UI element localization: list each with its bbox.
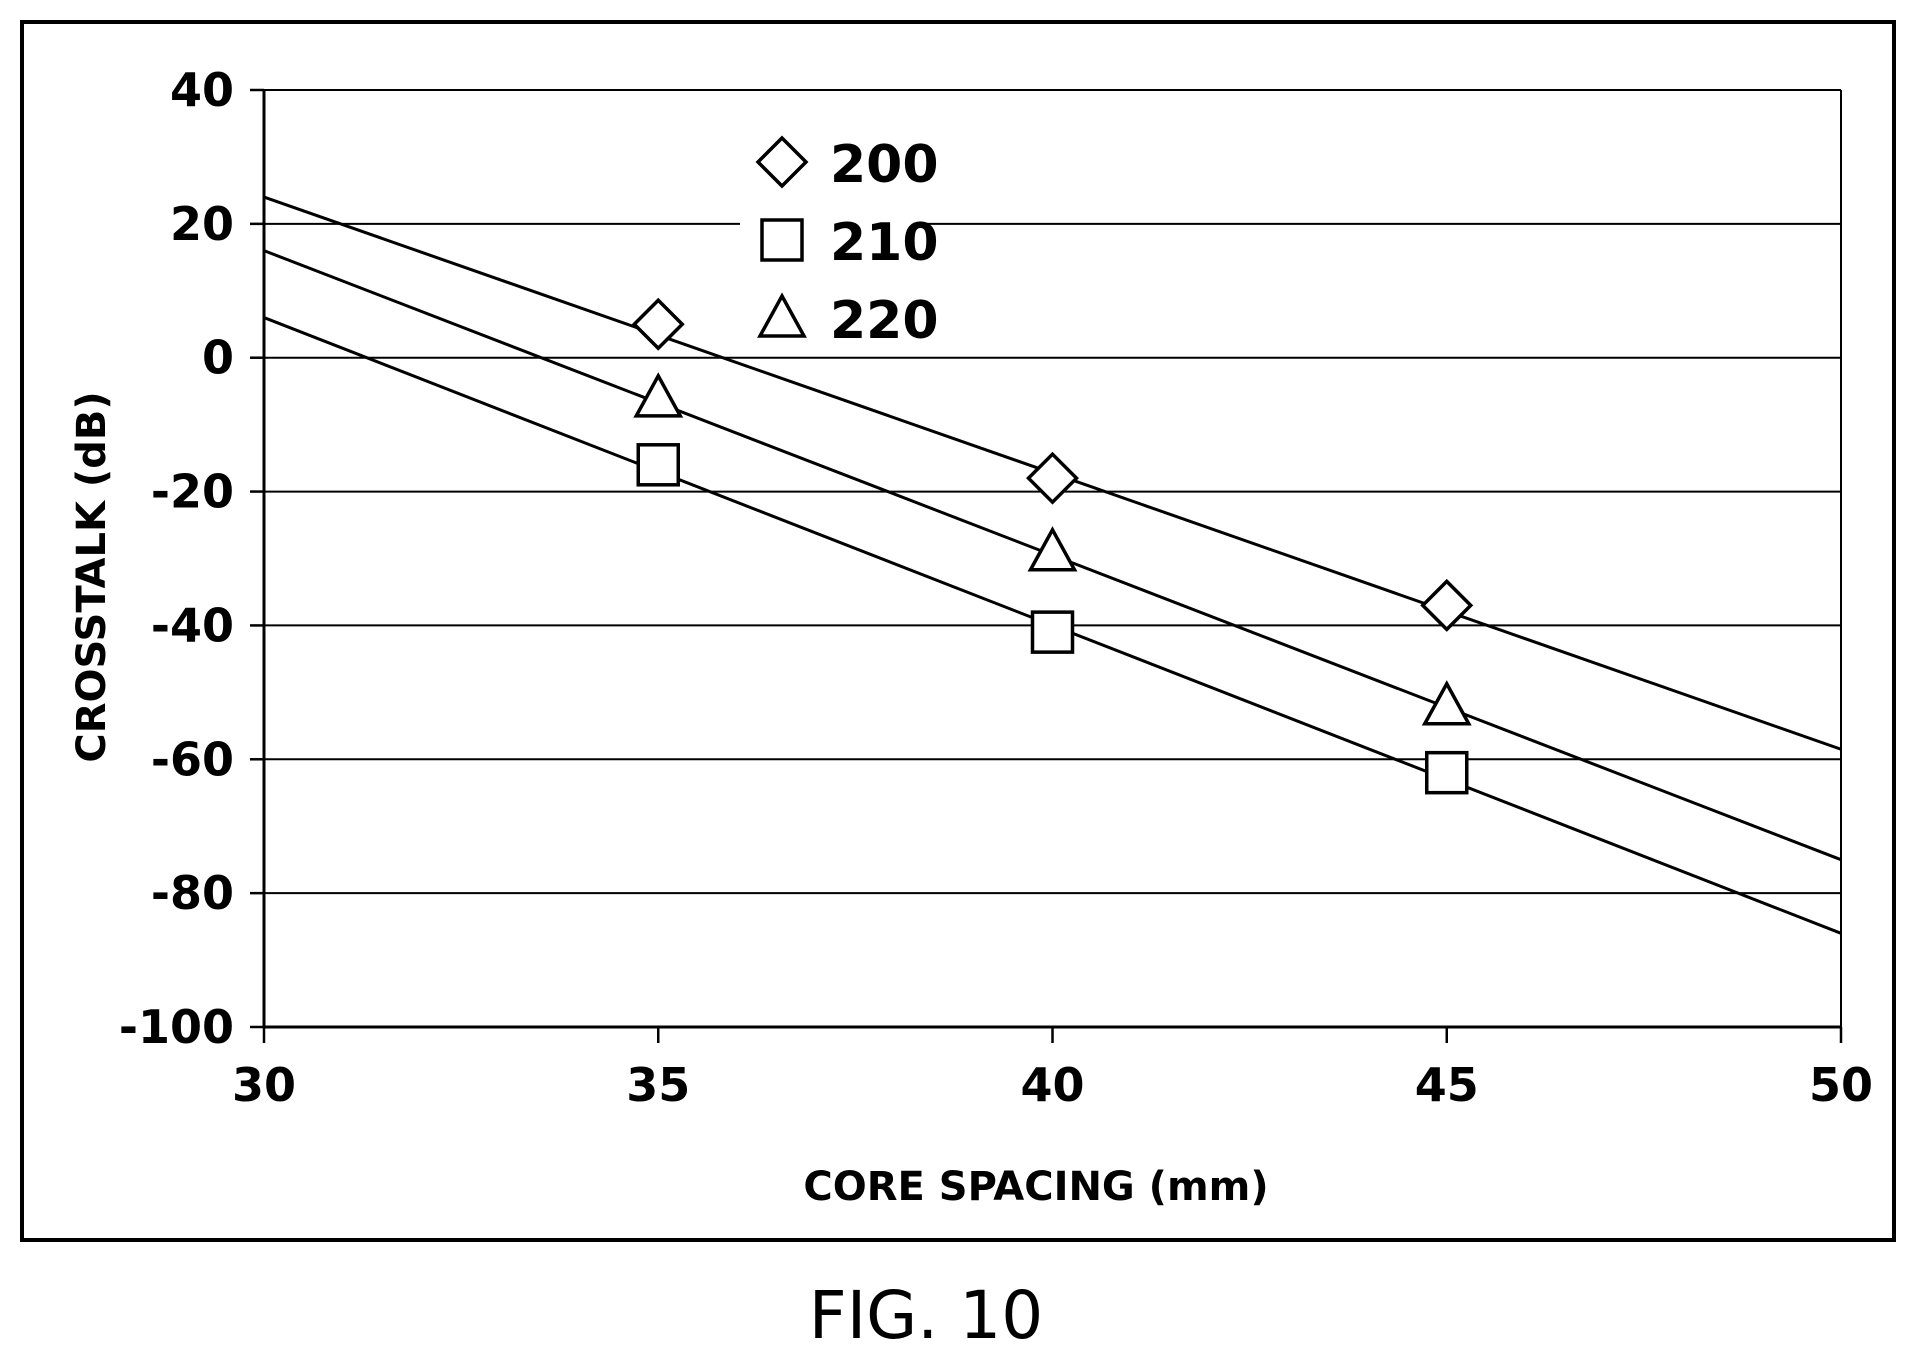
data-point-200-diamond xyxy=(1420,578,1474,632)
y-tick-label: -60 xyxy=(151,732,234,786)
x-tick-label: 40 xyxy=(1020,1058,1084,1112)
y-tick-label: -100 xyxy=(119,1000,234,1054)
y-tick-label: -80 xyxy=(151,866,234,920)
legend-marker-diamond xyxy=(755,135,809,189)
legend-label: 200 xyxy=(830,135,939,195)
y-tick-label: -20 xyxy=(151,465,234,519)
x-tick-label: 35 xyxy=(626,1058,690,1112)
x-tick-label: 50 xyxy=(1809,1058,1873,1112)
y-tick-label: 0 xyxy=(202,331,234,385)
data-point-210-square xyxy=(636,443,680,487)
data-point-220-triangle xyxy=(633,372,684,418)
y-tick-label: 40 xyxy=(170,63,234,117)
x-axis-title: CORE SPACING (mm) xyxy=(803,1164,1268,1210)
axes xyxy=(250,88,1843,1043)
legend-marker-triangle xyxy=(757,292,807,338)
figure-caption: FIG. 10 xyxy=(809,1277,1044,1354)
chart-frame xyxy=(20,20,1896,1242)
data-point-200-diamond xyxy=(631,297,685,351)
y-axis-title: CROSSTALK (dB) xyxy=(69,391,115,762)
data-point-220-triangle xyxy=(1421,680,1472,726)
legend-label: 210 xyxy=(830,213,939,273)
data-point-210-square xyxy=(1425,750,1469,795)
legend-label: 220 xyxy=(830,291,939,351)
x-tick-label: 30 xyxy=(232,1058,296,1112)
legend-marker-square xyxy=(760,218,804,262)
data-markers xyxy=(631,297,1474,795)
legend: 200 210 220 xyxy=(740,118,939,351)
data-point-220-triangle xyxy=(1027,526,1078,572)
x-tick-label: 45 xyxy=(1415,1058,1479,1112)
y-tick-label: -40 xyxy=(151,598,234,652)
y-tick-label: 20 xyxy=(170,197,234,251)
data-point-200-diamond xyxy=(1026,451,1079,505)
data-point-210-square xyxy=(1030,610,1075,654)
